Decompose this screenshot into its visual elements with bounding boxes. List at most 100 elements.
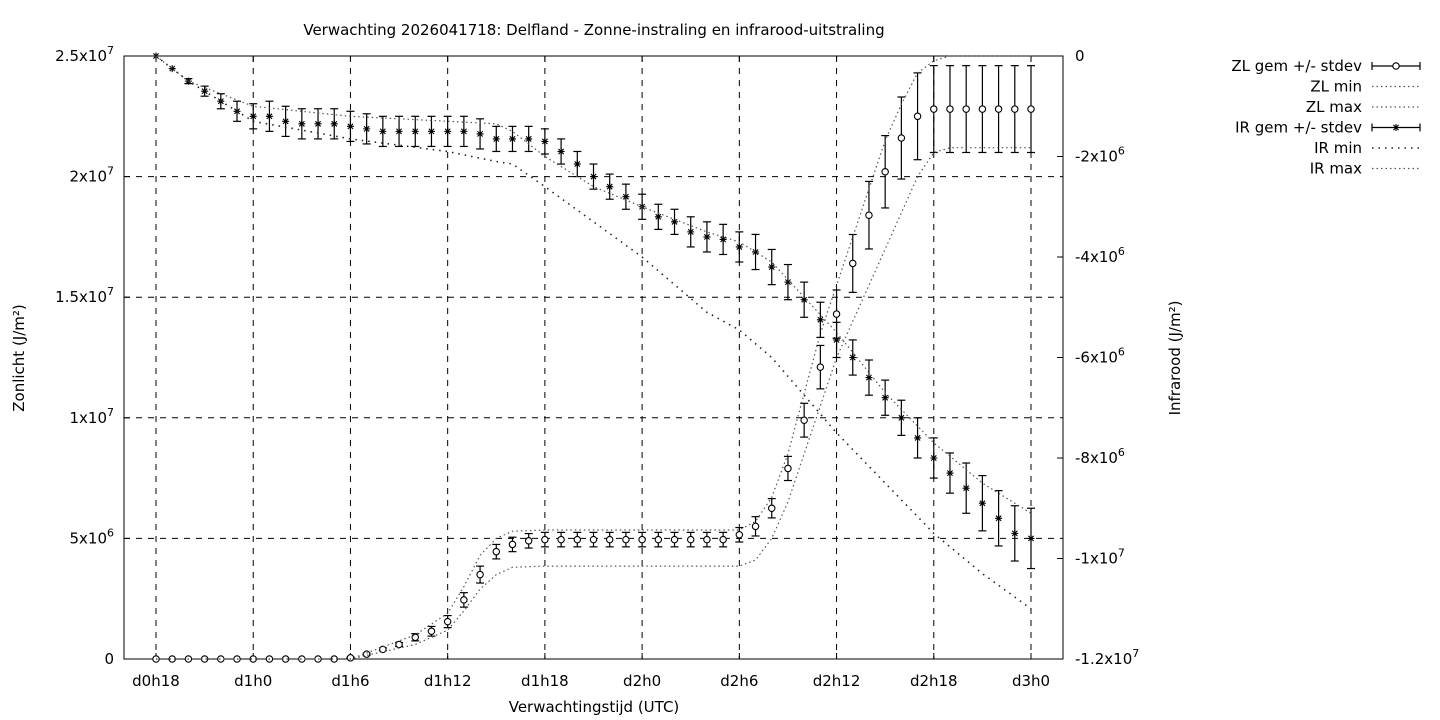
data-point <box>590 173 597 181</box>
data-point <box>670 535 679 544</box>
y-tick-label: 2.5x107 <box>55 44 114 65</box>
data-point <box>897 414 905 422</box>
data-point <box>524 537 533 545</box>
x-tick-label: d2h0 <box>623 672 661 690</box>
data-point <box>1011 529 1019 537</box>
legend-label: ZL min <box>1310 78 1362 96</box>
data-point <box>946 105 954 113</box>
data-point <box>460 127 468 135</box>
data-point <box>298 120 306 128</box>
data-point <box>1027 534 1035 542</box>
series-ir-max <box>155 55 1032 514</box>
data-point <box>946 469 954 477</box>
series-zl-min <box>156 147 1031 660</box>
data-point <box>265 112 273 120</box>
data-point <box>427 127 435 135</box>
data-point <box>751 522 760 531</box>
data-point <box>363 125 371 133</box>
data-point <box>1027 105 1035 113</box>
data-point <box>573 160 581 168</box>
data-point <box>849 259 857 268</box>
data-point <box>492 135 500 143</box>
data-point <box>816 363 825 371</box>
data-point <box>930 105 938 113</box>
data-point <box>703 535 711 544</box>
data-point <box>995 514 1003 522</box>
series-line <box>155 55 1032 514</box>
grid-lines <box>124 56 1063 659</box>
data-point <box>476 130 484 138</box>
data-point <box>492 547 501 556</box>
data-point <box>800 296 808 304</box>
data-point <box>881 394 889 402</box>
data-point <box>784 278 792 286</box>
x-tick-label: d2h6 <box>720 672 758 690</box>
data-point <box>395 127 403 135</box>
data-point <box>443 617 452 626</box>
data-point <box>249 112 257 120</box>
data-point <box>686 535 695 544</box>
data-point <box>833 336 841 344</box>
data-point <box>622 535 630 544</box>
data-point <box>978 105 987 113</box>
data-point <box>719 235 727 243</box>
data-point <box>962 105 970 113</box>
data-point <box>622 193 630 201</box>
series-line <box>156 147 1031 660</box>
data-point <box>557 147 565 155</box>
data-point <box>557 535 565 544</box>
data-point <box>1011 105 1019 113</box>
data-point <box>752 248 760 256</box>
data-point <box>508 135 516 143</box>
data-point <box>654 535 663 544</box>
y-tick-label: 5x106 <box>69 526 114 547</box>
data-point <box>427 627 436 636</box>
data-point <box>411 127 419 135</box>
data-point <box>298 655 306 663</box>
legend-label: IR gem +/- stdev <box>1235 119 1362 137</box>
legend-label: IR min <box>1314 139 1362 157</box>
data-point <box>735 243 743 251</box>
y2-tick-labels: 0 -2x106 -4x106 -6x106 -8x106 -1x107 -1.2x107 <box>1075 47 1139 668</box>
y-tick-label: 1.5x107 <box>55 285 114 306</box>
y2-tick-label: -1x107 <box>1075 547 1125 568</box>
data-point <box>930 454 938 462</box>
series-layer <box>152 52 1035 663</box>
x-tick-label: d1h6 <box>331 672 369 690</box>
data-point <box>654 213 662 221</box>
chart-title: Verwachting 2026041718: Delfland - Zonne… <box>303 21 884 39</box>
y2-tick-label: 0 <box>1075 47 1085 65</box>
legend: ZL gem +/- stdev ZL min ZL max IR gem +/- s… <box>1231 57 1421 178</box>
data-point <box>881 168 889 176</box>
data-point <box>687 228 695 236</box>
y-axis-label: Zonlicht (J/m²) <box>10 304 28 412</box>
legend-marker <box>1392 124 1400 131</box>
y2-tick-label: -8x106 <box>1075 446 1125 467</box>
y2-tick-label: -1.2x107 <box>1075 647 1139 668</box>
data-point <box>914 434 922 442</box>
data-point <box>849 354 857 361</box>
series-zl-max <box>156 55 1031 660</box>
data-point <box>800 416 808 424</box>
x-tick-label: d2h18 <box>910 672 958 690</box>
data-point <box>816 316 824 324</box>
legend-marker <box>1392 62 1400 70</box>
axis-ticks <box>124 55 1063 660</box>
series-line <box>155 55 1032 610</box>
y2-axis-label: Infrarood (J/m²) <box>1166 301 1184 416</box>
plot-frame <box>123 55 1064 660</box>
data-point <box>832 310 841 318</box>
data-point <box>865 211 873 219</box>
data-point <box>767 504 776 512</box>
data-point <box>217 655 225 663</box>
data-point <box>411 633 420 642</box>
data-point <box>735 531 744 539</box>
data-point <box>541 535 549 544</box>
data-point <box>994 105 1003 113</box>
data-point <box>671 218 679 226</box>
x-tick-label: d1h18 <box>521 672 569 690</box>
y2-tick-label: -4x106 <box>1075 245 1125 266</box>
data-point <box>784 464 792 473</box>
data-point <box>525 135 533 143</box>
